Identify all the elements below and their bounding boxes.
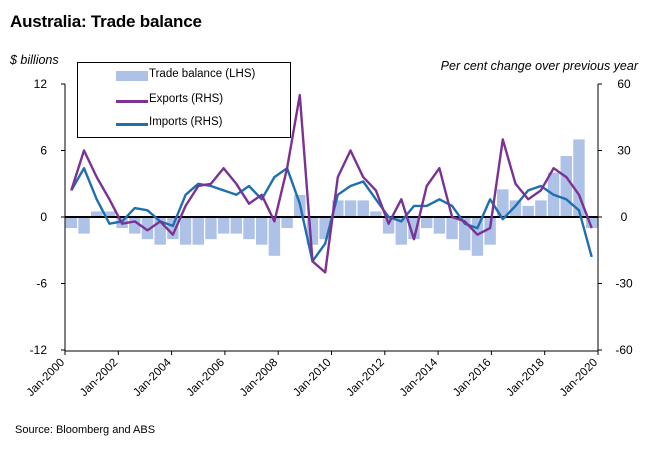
legend-line-imports: [116, 123, 148, 126]
left-axis-unit-label: $ billions: [10, 53, 59, 67]
trade-balance-bar: [573, 139, 585, 217]
right-tick-label: -60: [615, 343, 633, 357]
trade-balance-bar: [357, 200, 369, 217]
trade-balance-bar: [268, 217, 281, 256]
x-tick-label: Jan-2016: [451, 357, 493, 399]
trade-balance-bar: [78, 217, 90, 234]
trade-balance-bar: [446, 217, 458, 240]
legend-label-trade-balance: Trade balance (LHS): [149, 68, 256, 80]
trade-balance-bar: [243, 217, 255, 240]
right-axis-unit-label: Per cent change over previous year: [440, 59, 638, 73]
exports-line: [70, 93, 593, 274]
trade-balance-bar: [395, 217, 408, 245]
trade-balance-bar: [217, 217, 230, 234]
trade-balance-bar: [585, 217, 598, 229]
x-tick-label: Jan-2010: [291, 357, 333, 399]
trade-balance-bar: [370, 211, 382, 217]
right-tick-label: 30: [617, 144, 631, 158]
trade-balance-bar: [332, 200, 344, 217]
trade-balance-bar: [433, 217, 446, 234]
trade-balance-bar: [535, 200, 547, 217]
x-tick-label: Jan-2004: [131, 356, 174, 399]
trade-balance-bar: [281, 217, 293, 229]
trade-balance-bar: [497, 189, 509, 217]
trade-balance-bar: [408, 217, 420, 240]
trade-balance-bar: [344, 200, 357, 217]
trade-balance-bar: [382, 217, 395, 234]
trade-balance-bar: [167, 217, 179, 240]
right-tick-label: 0: [621, 210, 628, 224]
x-tick-label: Jan-2006: [185, 357, 227, 399]
x-tick-label: Jan-2012: [345, 357, 387, 399]
trade-balance-bar: [141, 217, 154, 240]
trade-balance-bar: [154, 217, 166, 245]
legend-label-exports: Exports (RHS): [149, 93, 224, 105]
trade-balance-bar: [103, 211, 116, 217]
trade-balance-bar: [509, 200, 522, 217]
left-tick-label: -12: [30, 343, 48, 357]
x-tick-label: Jan-2020: [558, 357, 600, 399]
left-tick-label: 12: [34, 77, 48, 91]
x-tick-label: Jan-2002: [78, 357, 120, 399]
x-tick-label: Jan-2008: [238, 357, 280, 399]
right-tick-label: 60: [617, 77, 631, 91]
trade-balance-bar: [306, 217, 319, 245]
trade-balance-bar: [230, 217, 243, 234]
legend-line-exports: [116, 100, 148, 103]
x-tick-label: Jan-2000: [25, 357, 67, 399]
trade-balance-bar: [420, 217, 433, 229]
right-tick-label: -30: [615, 277, 633, 291]
x-tick-label: Jan-2018: [504, 357, 546, 399]
left-tick-label: -6: [36, 277, 47, 291]
trade-balance-bar: [192, 217, 204, 245]
left-tick-label: 0: [40, 210, 47, 224]
left-tick-label: 6: [40, 144, 47, 158]
x-tick-label: Jan-2014: [398, 356, 441, 399]
trade-balance-bar: [560, 156, 572, 217]
chart-legend: Trade balance (LHS) Exports (RHS) Import…: [77, 62, 291, 138]
legend-item-imports: Imports (RHS): [78, 113, 290, 135]
chart-title: Australia: Trade balance: [10, 12, 202, 31]
trade-balance-bar: [129, 217, 141, 234]
trade-balance-bar: [459, 217, 471, 251]
legend-item-exports: Exports (RHS): [78, 90, 290, 112]
legend-swatch-trade-balance: [116, 71, 148, 81]
trade-balance-bar: [522, 205, 534, 217]
trade-balance-bar: [179, 217, 192, 245]
legend-item-trade-balance: Trade balance (LHS): [78, 65, 290, 87]
legend-label-imports: Imports (RHS): [149, 116, 223, 128]
source-note: Source: Bloomberg and ABS: [15, 424, 156, 436]
trade-balance-bar: [65, 217, 78, 229]
trade-balance-bar: [91, 211, 103, 217]
trade-balance-bar: [484, 217, 496, 245]
trade-balance-bar: [205, 217, 217, 240]
trade-balance-bar: [255, 217, 268, 245]
trade-balance-bar: [471, 217, 484, 256]
trade-balance-bar: [319, 217, 331, 240]
